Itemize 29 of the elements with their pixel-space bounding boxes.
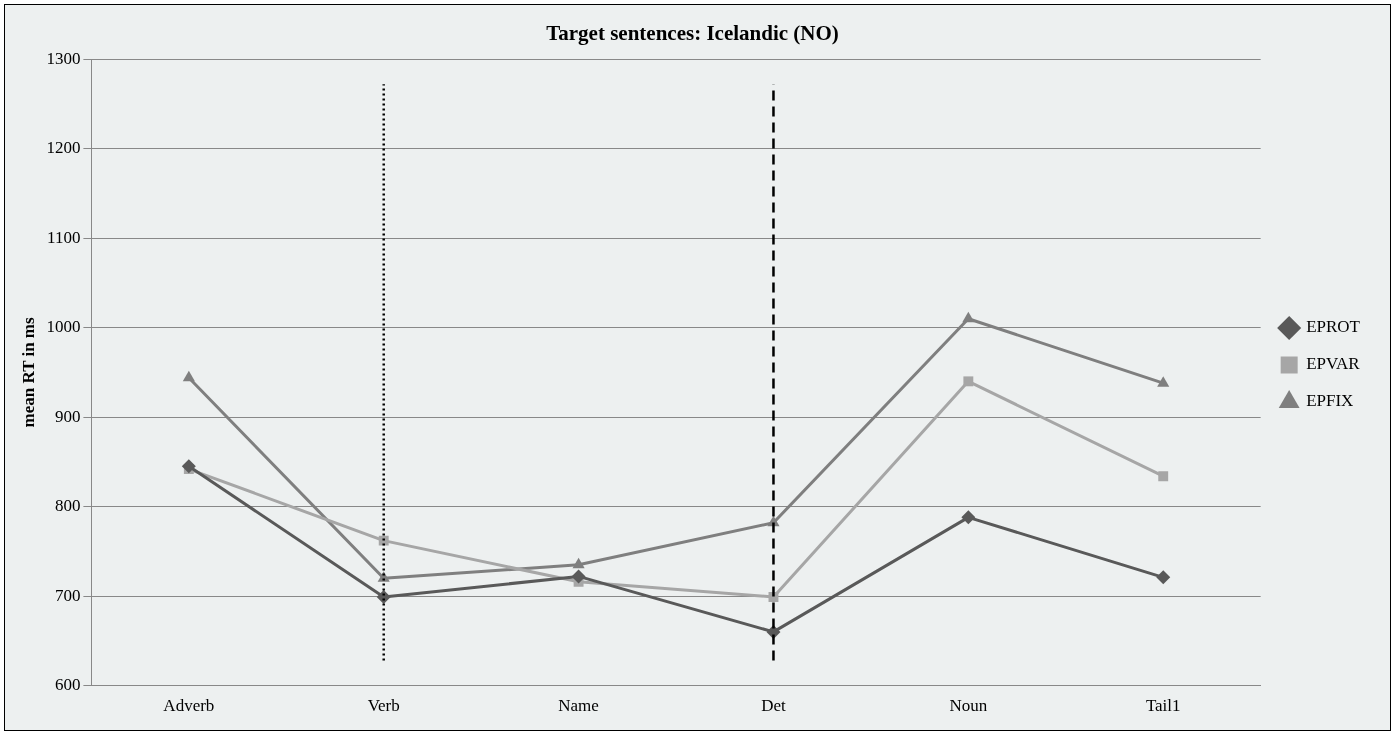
x-tick-label: Tail1: [1145, 696, 1181, 716]
y-tick-label: 1300: [46, 48, 81, 68]
point: [1158, 471, 1169, 482]
x-tick-label: Adverb: [163, 696, 215, 716]
point: [962, 311, 975, 323]
point: [963, 376, 974, 387]
y-tick-label: 700: [54, 585, 81, 605]
y-tick-label: 900: [54, 406, 81, 426]
x-tick-label: Det: [761, 696, 787, 716]
point: [181, 459, 196, 474]
point: [571, 569, 586, 584]
point: [1156, 570, 1171, 585]
point: [572, 557, 585, 569]
x-tick-label: Verb: [367, 696, 400, 716]
y-tick-label: 1200: [46, 138, 81, 158]
legend-label: EPFIX: [1306, 391, 1354, 411]
y-tick-label: 1100: [47, 227, 81, 247]
point: [1157, 376, 1170, 387]
legend-label: EPVAR: [1306, 354, 1361, 374]
y-tick-label: 800: [54, 496, 81, 516]
chart-title: Target sentences: Icelandic (NO): [546, 21, 839, 46]
y-axis-title: mean RT in ms: [18, 316, 38, 428]
y-tick-label: 1000: [46, 317, 81, 337]
point: [182, 370, 195, 382]
point: [961, 510, 976, 525]
x-tick-label: Name: [558, 696, 599, 716]
legend-label: EPROT: [1306, 317, 1361, 337]
y-tick-label: 600: [54, 675, 81, 695]
x-tick-label: Noun: [949, 696, 988, 716]
